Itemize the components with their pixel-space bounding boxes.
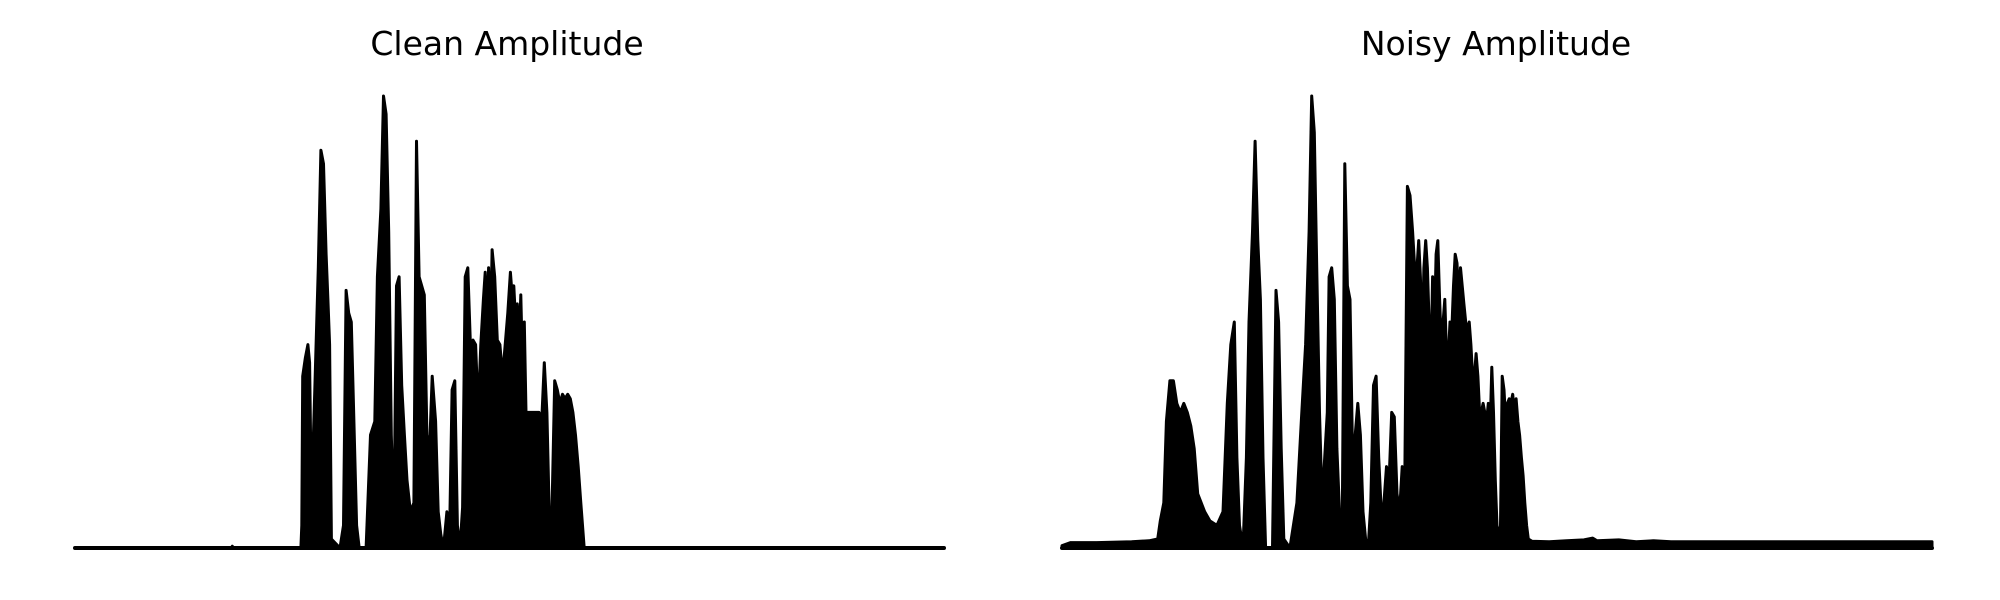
chart-title-clean: Clean Amplitude	[370, 24, 644, 63]
clean-amplitude-plot	[73, 94, 946, 550]
noisy-amplitude-area	[1060, 94, 1934, 550]
chart-title-noisy: Noisy Amplitude	[1360, 24, 1632, 63]
clean-amplitude-area	[73, 94, 946, 550]
